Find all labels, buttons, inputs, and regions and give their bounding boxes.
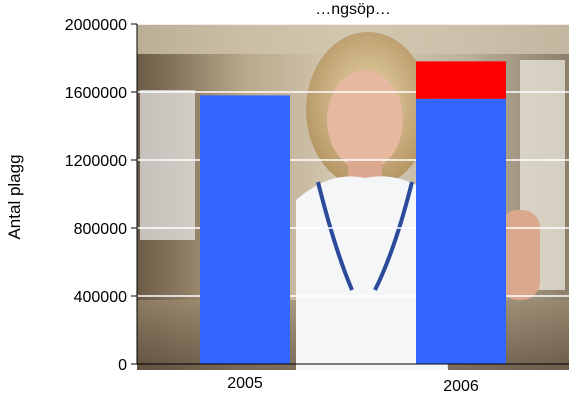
- y-tick-label-5: 2000000: [65, 17, 127, 34]
- y-axis-label: Antal plagg: [5, 154, 24, 239]
- y-tick-label-4: 1600000: [65, 85, 127, 102]
- bar-2006-series-1: [416, 61, 506, 99]
- photo-window-left: [140, 90, 195, 240]
- axes: [131, 23, 569, 365]
- tick-labels: 0 400000 800000 1200000 1600000 2000000 2005 20…: [65, 17, 479, 394]
- y-tick-label-1: 400000: [74, 289, 127, 306]
- photo-arm-right: [500, 210, 540, 300]
- photo-lanyard: [316, 181, 414, 291]
- bar-2006-series-0: [416, 98, 506, 365]
- y-tick-label-2: 800000: [74, 221, 127, 238]
- bar-2005-series-0: [200, 95, 290, 365]
- photo-face: [327, 70, 403, 170]
- y-tick-label-0: 0: [118, 357, 127, 374]
- photo-uniform: [296, 176, 448, 370]
- y-tick-label-3: 1200000: [65, 153, 127, 170]
- chart-title: …ngsöp…: [315, 1, 391, 18]
- x-tick-label-2006: 2006: [443, 378, 479, 394]
- bars: [200, 61, 506, 365]
- x-tick-label-2005: 2005: [227, 375, 263, 392]
